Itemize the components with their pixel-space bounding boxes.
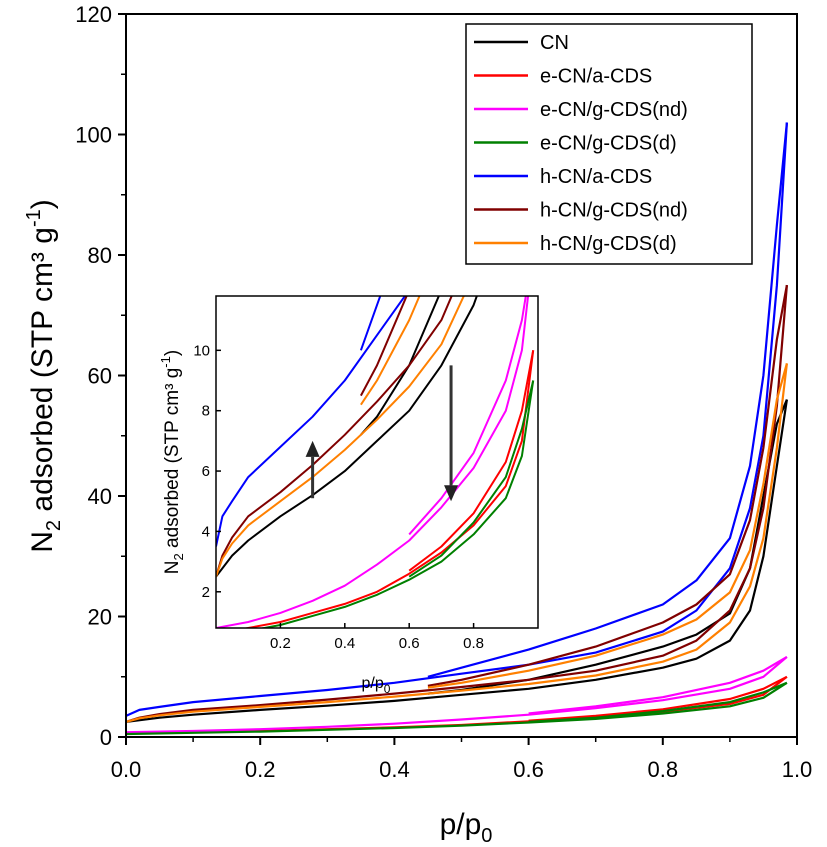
inset-series-cn-adsorption [216,296,478,578]
inset-y-axis-title: N2 adsorbed (STP cm³ g-1) [158,350,186,574]
inset-series-e-cn-g-cds-d-adsorption [258,380,535,628]
inset-plot-frame [215,295,539,629]
inset-y-tick-label: 6 [202,463,210,480]
inset-series-h-cn-g-cds-d-desorption [360,296,421,406]
series-e-cn-g-cds-d-adsorption [125,681,788,736]
series-e-cn-g-cds-d-desorption [528,681,788,723]
inset-y-ticks: 2 4 6 8 10 [193,342,221,601]
y-tick-label: 40 [88,484,112,509]
inset-series-e-cn-g-cds-nd-adsorption [216,296,530,628]
legend-label-e-cn-a-cds: e-CN/a-CDS [540,66,652,88]
inset-y-tick-label: 10 [193,342,210,359]
inset-x-tick-label: 0.8 [463,635,484,652]
series-e-cn-a-cds-desorption [528,675,788,722]
legend-label-e-cn-g-cds-d: e-CN/g-CDS(d) [540,133,677,155]
y-tick-label: 120 [75,2,112,27]
inset-x-axis-title: p/p0 [362,675,391,696]
main-x-ticks: 0.0 0.2 0.4 0.6 0.8 1.0 [111,737,813,782]
inset-series-e-cn-a-cds-adsorption [242,350,535,628]
inset-series-h-cn-g-cds-d-adsorption [216,296,465,578]
svg-text:p/p0: p/p0 [362,675,391,696]
legend-label-cn: CN [540,32,569,54]
legend-label-h-cn-a-cds: h-CN/a-CDS [540,166,652,188]
inset-y-tick-label: 4 [202,523,210,540]
series-h-cn-g-cds-d-adsorption [125,363,788,723]
y-axis-title: N2 adsorbed (STP cm³ g-1) [23,199,65,553]
inset-series-e-cn-a-cds-desorption [408,350,535,572]
x-tick-label: 0.0 [111,757,142,782]
inset-series-cn-desorption [360,296,440,436]
svg-text:N2 adsorbed (STP cm³ g-1): N2 adsorbed (STP cm³ g-1) [158,350,186,574]
inset-x-ticks: 0.2 0.4 0.6 0.8 [270,623,484,652]
y-tick-label: 100 [75,123,112,148]
inset-x-tick-label: 0.2 [270,635,291,652]
main-plot-area: 0.0 0.2 0.4 0.6 0.8 1.0 0 20 40 60 80 100 120 [75,2,812,782]
legend: CN e-CN/a-CDS e-CN/g-CDS(nd) e-CN/g-CDS(d) h… [465,23,753,265]
inset-y-tick-label: 2 [202,584,210,601]
svg-text:N2 adsorbed (STP cm³ g-1): N2 adsorbed (STP cm³ g-1) [23,199,65,553]
main-series-lines [125,122,788,736]
y-tick-label: 20 [88,605,112,630]
x-tick-label: 0.4 [379,757,410,782]
x-tick-label: 0.2 [245,757,276,782]
inset-x-tick-label: 0.4 [334,635,355,652]
x-axis-title: p/p0 [440,808,493,847]
series-e-cn-g-cds-nd-desorption [528,655,788,715]
y-tick-label: 60 [88,364,112,389]
main-y-ticks: 0 20 40 60 80 100 120 [75,2,126,750]
inset-plot: 0.2 0.4 0.6 0.8 2 4 6 8 10 p/p0 N2 adsorbed (ST… [158,295,539,696]
legend-box [465,23,753,265]
inset-series-e-cn-g-cds-d-desorption [408,380,535,578]
arrow-down-head [444,485,459,502]
y-tick-label: 0 [100,725,112,750]
legend-label-h-cn-g-cds-d: h-CN/g-CDS(d) [540,233,677,255]
inset-series-h-cn-g-cds-nd-adsorption [216,296,453,577]
arrow-up-head [305,440,320,457]
legend-label-e-cn-g-cds-nd: e-CN/g-CDS(nd) [540,99,688,121]
y-tick-label: 80 [88,243,112,268]
legend-label-h-cn-g-cds-nd: h-CN/g-CDS(nd) [540,200,688,222]
series-cn-adsorption [125,399,788,723]
svg-text:p/p0: p/p0 [440,808,493,847]
inset-x-tick-label: 0.6 [399,635,420,652]
inset-series-lines [216,296,535,628]
x-tick-label: 1.0 [782,757,813,782]
inset-series-h-cn-a-cds-adsorption [216,296,407,547]
x-tick-label: 0.6 [513,757,544,782]
inset-y-tick-label: 8 [202,403,210,420]
inset-arrows [305,365,459,502]
x-tick-label: 0.8 [648,757,679,782]
inset-series-e-cn-g-cds-nd-desorption [408,296,527,536]
series-h-cn-a-cds-desorption [427,122,788,678]
series-e-cn-g-cds-nd-adsorption [125,656,788,734]
inset-series-h-cn-g-cds-nd-desorption [360,296,408,397]
inset-background [216,296,538,628]
series-h-cn-g-cds-nd-desorption [427,284,788,687]
series-h-cn-g-cds-nd-adsorption [125,285,788,723]
series-h-cn-g-cds-d-desorption [427,363,788,689]
